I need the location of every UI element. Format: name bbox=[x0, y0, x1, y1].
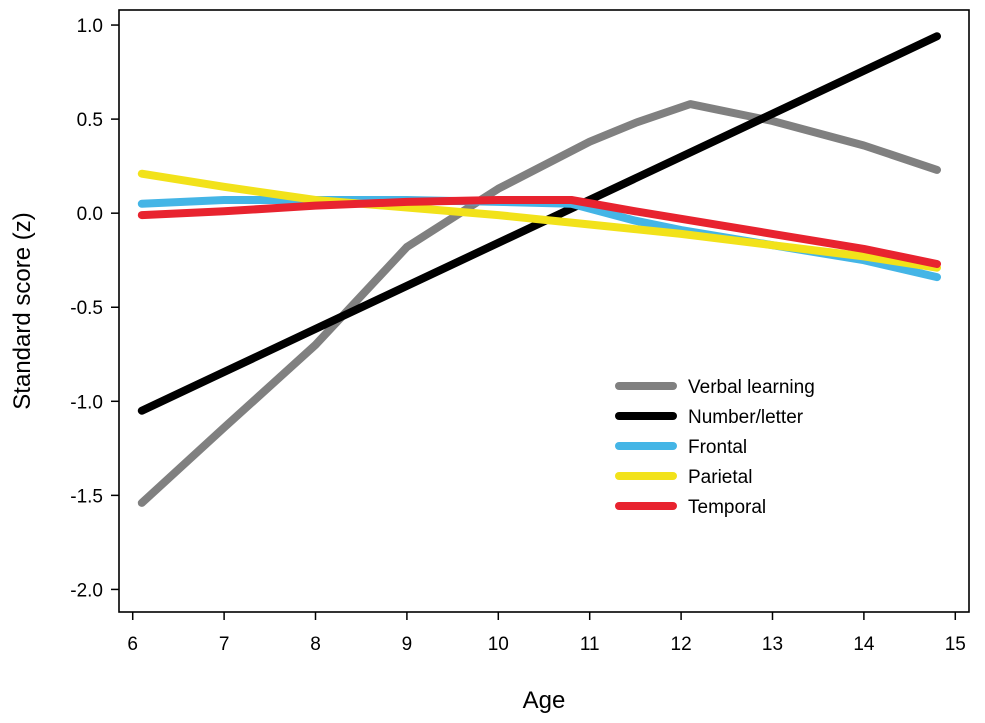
series-line-5 bbox=[137, 196, 941, 268]
plot-frame bbox=[118, 9, 970, 613]
x-tick-label: 12 bbox=[671, 634, 692, 655]
series-line-4 bbox=[137, 169, 941, 272]
x-tick-label: 14 bbox=[853, 634, 875, 655]
x-tick-label: 9 bbox=[402, 634, 413, 655]
x-tick-label: 6 bbox=[127, 634, 138, 655]
series-line-2 bbox=[137, 32, 941, 415]
legend-label: Verbal learning bbox=[688, 377, 815, 398]
x-tick-label: 15 bbox=[945, 634, 966, 655]
legend-label: Frontal bbox=[688, 437, 747, 458]
y-tick-label: -1.0 bbox=[70, 392, 103, 413]
series-layer bbox=[137, 32, 941, 507]
y-axis: 1.0 0.5 0.0 -0.5 -1.0 -1.5 -2.0 bbox=[70, 16, 119, 601]
legend-label: Parietal bbox=[688, 467, 752, 488]
x-tick-label: 11 bbox=[580, 634, 600, 655]
x-tick-label: 13 bbox=[762, 634, 783, 655]
y-tick-label: 0.0 bbox=[77, 204, 103, 225]
y-tick-label: 1.0 bbox=[77, 16, 103, 37]
x-tick-label: 10 bbox=[488, 634, 509, 655]
y-tick-label: -1.5 bbox=[70, 486, 103, 507]
y-tick-label: 0.5 bbox=[77, 110, 103, 131]
legend: Verbal learning Number/letter Frontal Parie… bbox=[615, 377, 815, 518]
y-axis-title: Standard score (z) bbox=[9, 212, 36, 409]
x-axis: 6 7 8 9 10 11 12 13 14 15 bbox=[127, 612, 966, 655]
legend-label: Temporal bbox=[688, 497, 766, 518]
x-axis-title: Age bbox=[523, 687, 566, 714]
y-tick-label: -0.5 bbox=[70, 298, 103, 319]
legend-label: Number/letter bbox=[688, 407, 804, 428]
x-tick-label: 8 bbox=[310, 634, 321, 655]
x-tick-label: 7 bbox=[219, 634, 230, 655]
y-tick-label: -2.0 bbox=[70, 580, 103, 601]
series-line-1 bbox=[137, 100, 941, 507]
